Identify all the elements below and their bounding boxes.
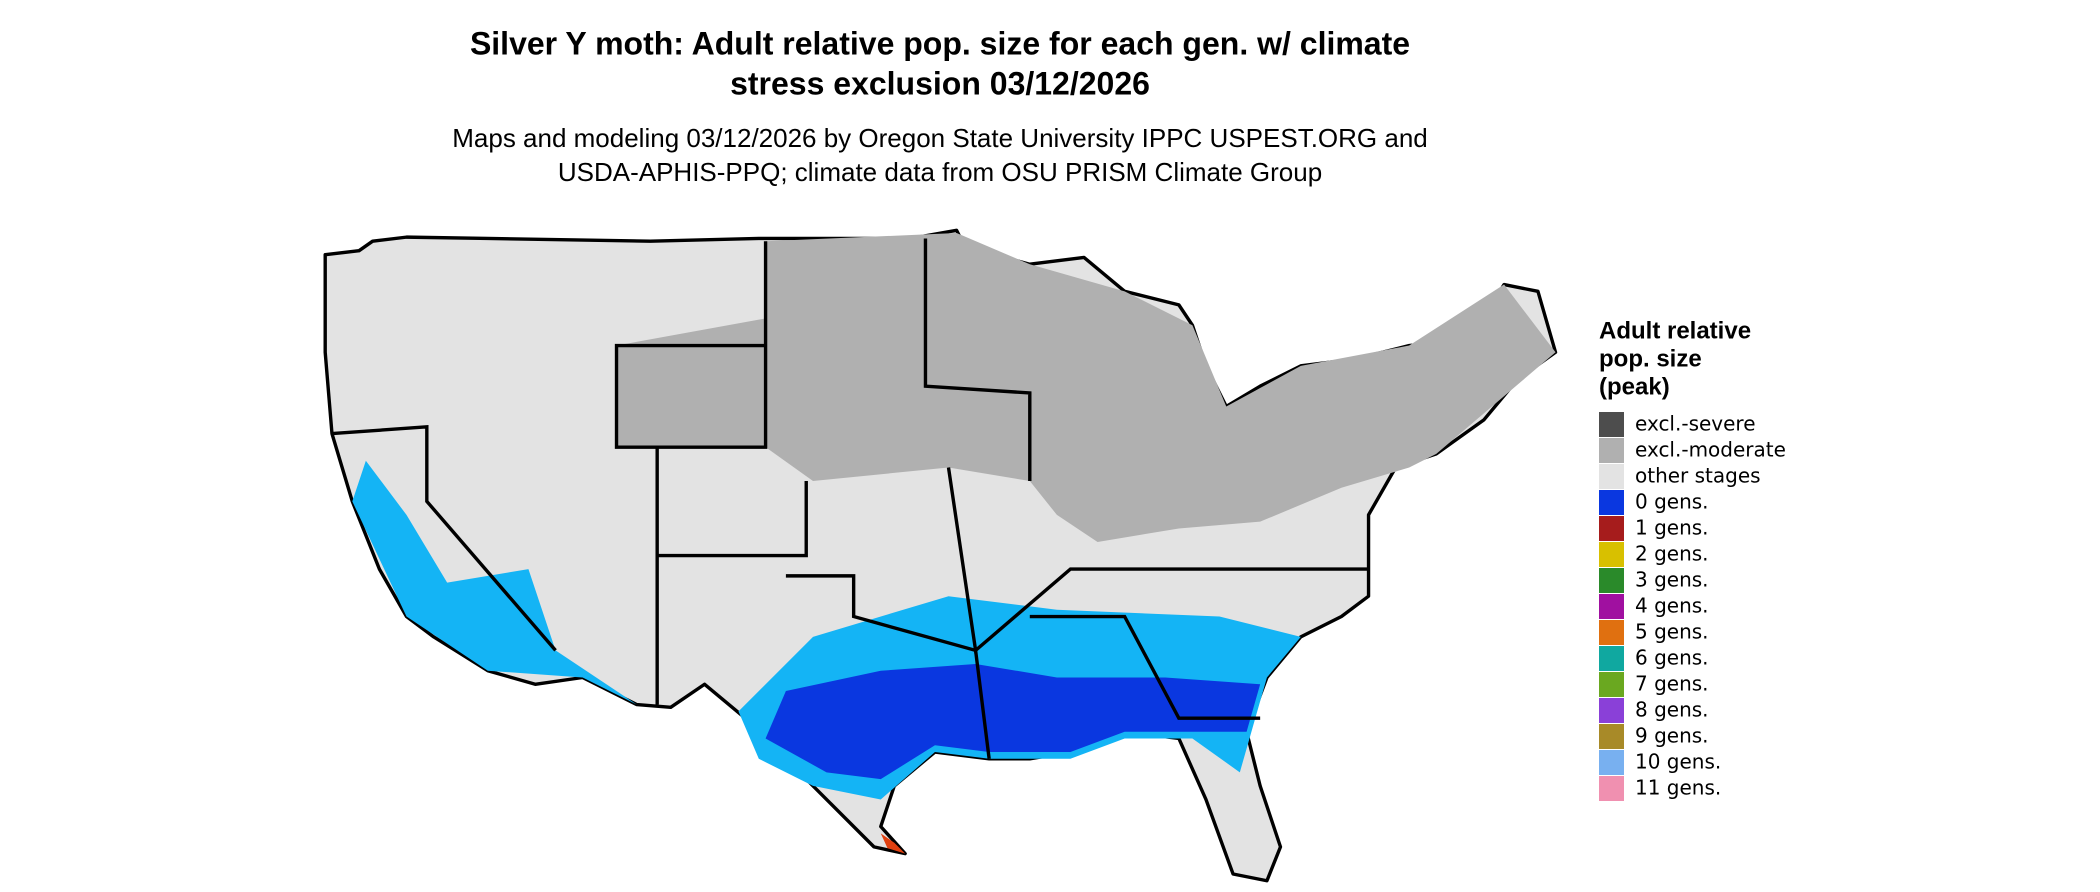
legend-label: 9 gens. bbox=[1635, 724, 1709, 748]
legend-swatch bbox=[1599, 542, 1624, 567]
one-gen-zone bbox=[880, 833, 906, 854]
subtitle-line: Maps and modeling 03/12/2026 by Oregon S… bbox=[452, 123, 1428, 153]
legend-label: 0 gens. bbox=[1635, 490, 1709, 514]
legend-swatch bbox=[1599, 464, 1624, 489]
legend-swatch bbox=[1599, 620, 1624, 645]
map bbox=[323, 228, 1558, 883]
legend-swatch bbox=[1599, 594, 1624, 619]
legend-swatch bbox=[1599, 438, 1624, 463]
state-line bbox=[657, 481, 808, 558]
legend-label: 10 gens. bbox=[1635, 750, 1721, 774]
legend: Adult relative pop. size (peak) excl.-se… bbox=[1599, 317, 1786, 801]
state-line bbox=[946, 467, 1369, 654]
legend-label: excl.-moderate bbox=[1635, 438, 1786, 462]
legend-swatch bbox=[1599, 724, 1624, 749]
legend-swatch bbox=[1599, 490, 1624, 515]
legend-label: 6 gens. bbox=[1635, 646, 1709, 670]
legend-swatch bbox=[1599, 776, 1624, 801]
state-line bbox=[923, 238, 1032, 482]
legend-swatch bbox=[1599, 568, 1624, 593]
subtitle-line: USDA-APHIS-PPQ; climate data from OSU PR… bbox=[558, 157, 1322, 187]
legend-label: 7 gens. bbox=[1635, 672, 1709, 696]
state-line bbox=[331, 425, 557, 652]
legend-label: 2 gens. bbox=[1635, 542, 1709, 566]
moderate-exclusion-zone bbox=[616, 233, 1556, 542]
legend-label: 5 gens. bbox=[1635, 620, 1709, 644]
legend-label: 3 gens. bbox=[1635, 568, 1709, 592]
legend-label: 11 gens. bbox=[1635, 776, 1721, 800]
legend-swatch bbox=[1599, 646, 1624, 671]
title-line: stress exclusion 03/12/2026 bbox=[730, 65, 1150, 101]
legend-swatch bbox=[1599, 516, 1624, 541]
zero-gen-zone-west bbox=[352, 460, 637, 705]
state-line bbox=[1029, 614, 1261, 720]
legend-label: 1 gens. bbox=[1635, 516, 1709, 540]
state-line bbox=[614, 241, 768, 449]
legend-title: pop. size bbox=[1599, 345, 1702, 372]
legend-title: Adult relative bbox=[1599, 317, 1751, 344]
title-line: Silver Y moth: Adult relative pop. size … bbox=[470, 25, 1410, 61]
legend-label: 8 gens. bbox=[1635, 698, 1709, 722]
legend-label: 4 gens. bbox=[1635, 594, 1709, 618]
legend-label: excl.-severe bbox=[1635, 412, 1756, 436]
legend-swatch bbox=[1599, 672, 1624, 697]
state-line bbox=[785, 574, 991, 760]
legend-swatch bbox=[1599, 750, 1624, 775]
legend-swatch bbox=[1599, 698, 1624, 723]
zero-gen-zone-dense bbox=[765, 663, 1261, 780]
legend-title: (peak) bbox=[1599, 373, 1670, 400]
legend-label: other stages bbox=[1635, 464, 1761, 488]
legend-swatch bbox=[1599, 412, 1624, 437]
